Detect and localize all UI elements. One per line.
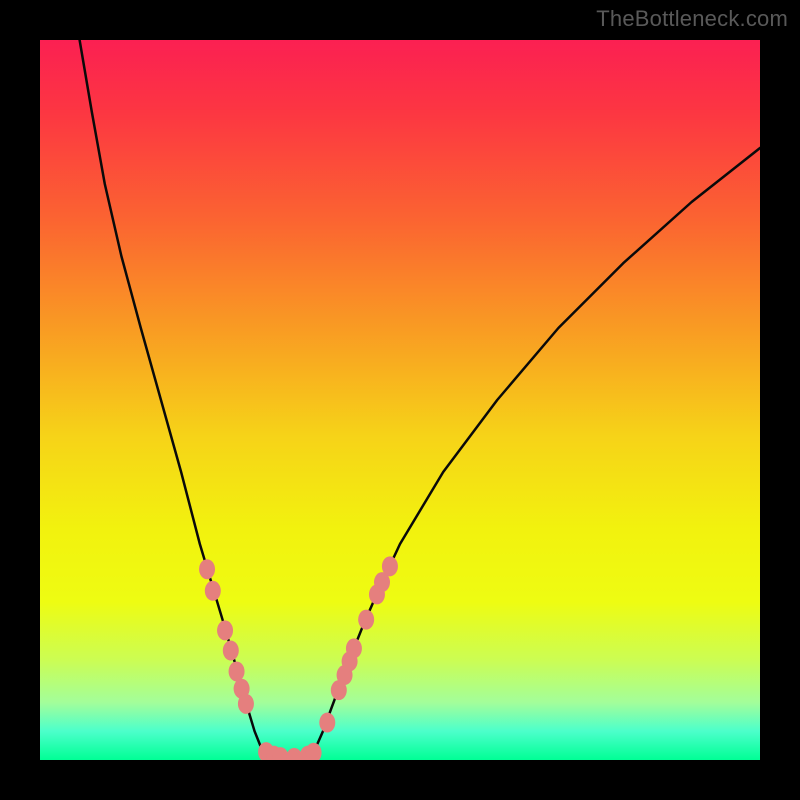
marker-point bbox=[217, 620, 233, 640]
marker-point bbox=[205, 581, 221, 601]
plot-svg bbox=[40, 40, 760, 760]
marker-point bbox=[238, 694, 254, 714]
chart-root: TheBottleneck.com bbox=[0, 0, 800, 800]
marker-point bbox=[382, 556, 398, 576]
watermark-text: TheBottleneck.com bbox=[596, 6, 788, 32]
gradient-background bbox=[40, 40, 760, 760]
marker-point bbox=[229, 661, 245, 681]
marker-point bbox=[319, 713, 335, 733]
marker-point bbox=[358, 610, 374, 630]
marker-point bbox=[346, 638, 362, 658]
marker-point bbox=[223, 641, 239, 661]
marker-point bbox=[199, 559, 215, 579]
plot-area bbox=[40, 40, 760, 760]
